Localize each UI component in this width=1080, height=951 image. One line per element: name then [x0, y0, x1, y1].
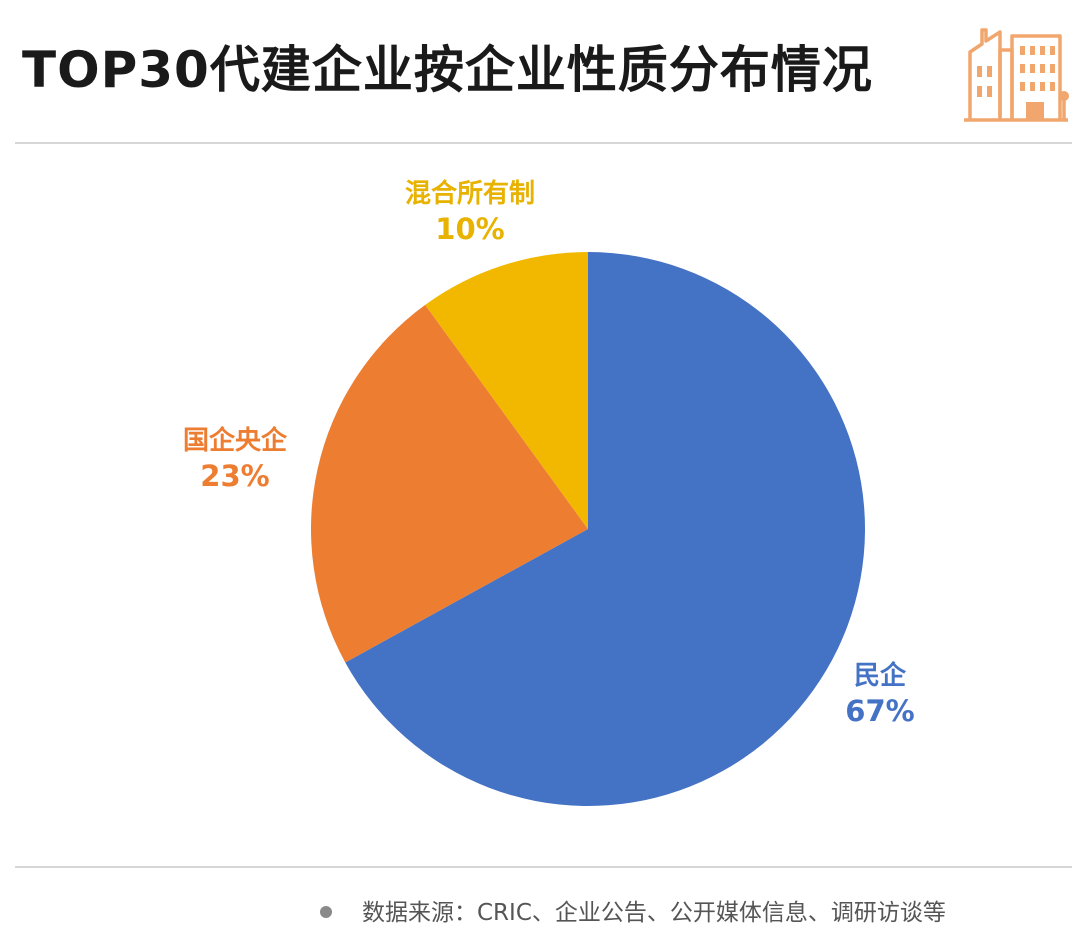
city-buildings-icon — [964, 28, 1069, 122]
source-note: 数据来源：CRIC、企业公告、公开媒体信息、调研访谈等 — [320, 893, 946, 927]
slice-label-name: 国企央企 — [182, 426, 287, 456]
slice-label-percent: 23% — [200, 458, 270, 493]
footer-divider — [15, 866, 1072, 868]
slice-label-name: 混合所有制 — [404, 179, 535, 209]
page-title: TOP30代建企业按企业性质分布情况 — [22, 41, 873, 99]
slice-label-hunhe: 混合所有制 10% — [380, 178, 560, 247]
pie-slice-1 — [311, 304, 588, 663]
slice-label-percent: 10% — [435, 211, 505, 246]
bullet-icon — [320, 905, 332, 918]
pie-slice-2 — [425, 252, 588, 529]
pie-slice-0 — [345, 252, 866, 807]
slice-label-minqi: 民企 67% — [820, 660, 940, 729]
source-text: 数据来源：CRIC、企业公告、公开媒体信息、调研访谈等 — [362, 900, 946, 926]
slice-label-guoqi-yangqi: 国企央企 23% — [165, 425, 305, 494]
slice-label-name: 民企 — [853, 661, 906, 691]
header-divider — [15, 142, 1072, 144]
slice-label-percent: 67% — [845, 693, 915, 728]
